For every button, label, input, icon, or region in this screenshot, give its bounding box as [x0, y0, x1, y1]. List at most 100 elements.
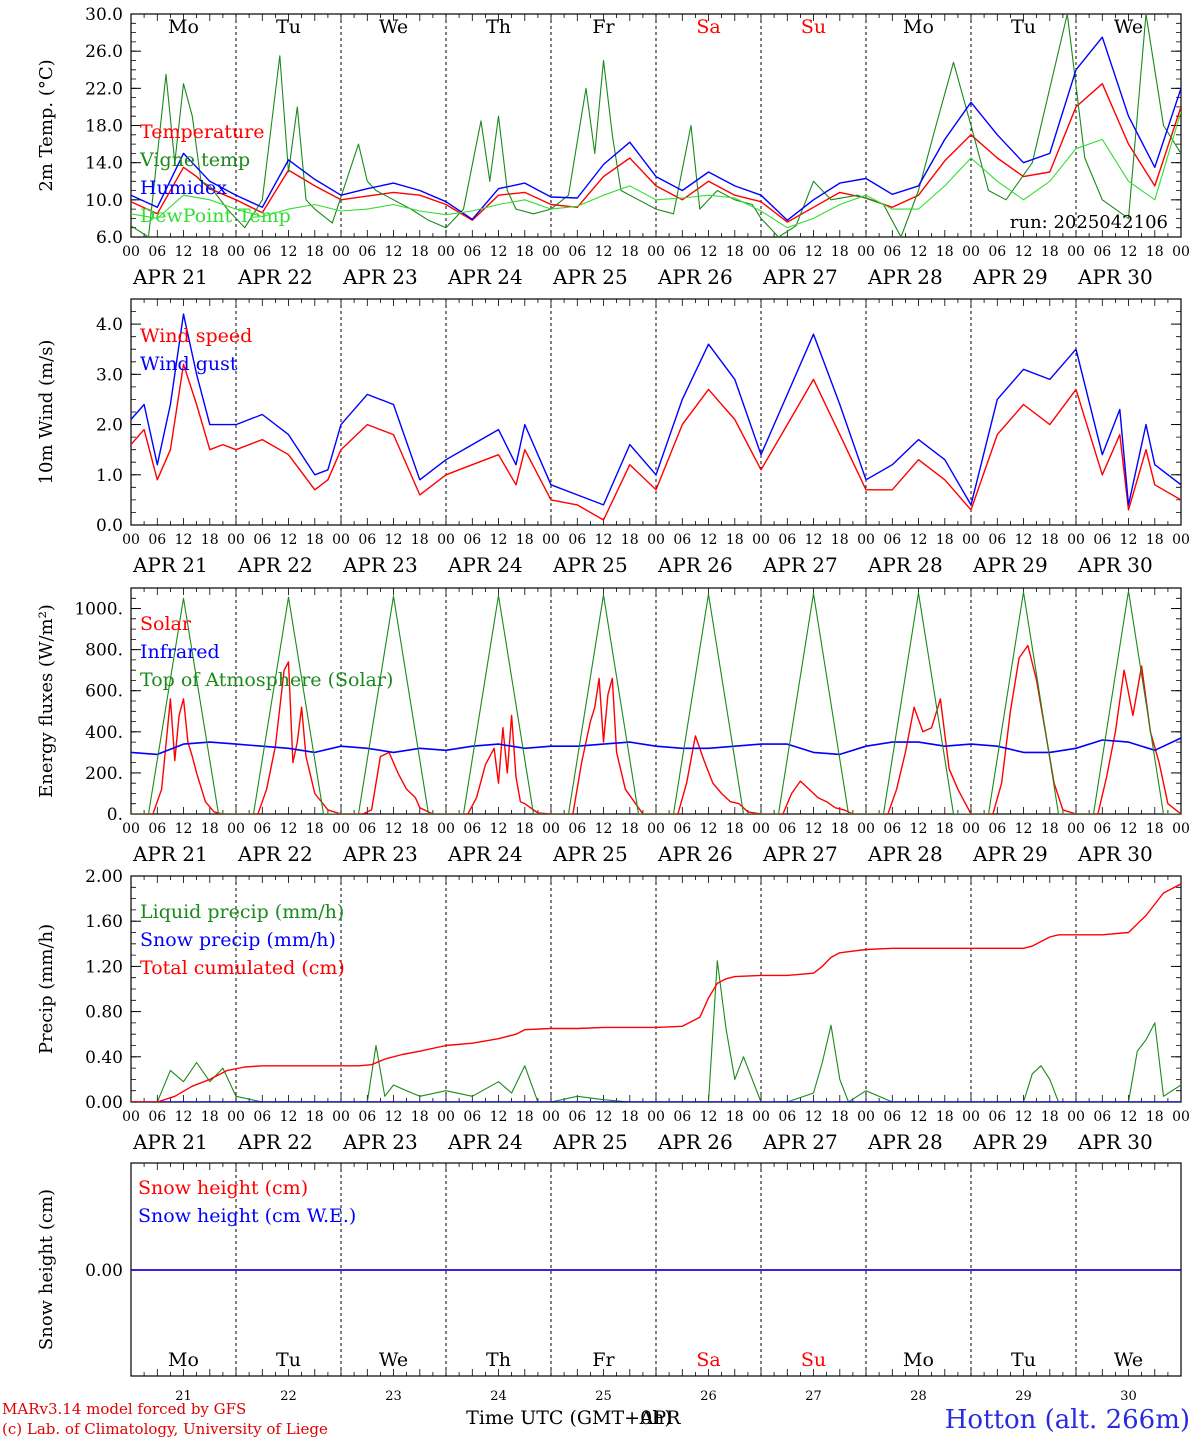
- date-label: APR 21: [132, 842, 208, 866]
- hour-tick-label: 06: [673, 1109, 691, 1125]
- plot-frame: [130, 13, 1182, 238]
- series-line: [131, 363, 1181, 521]
- hour-tick-label: 18: [831, 821, 849, 837]
- x-minor-ticks: [130, 14, 1182, 237]
- chart-panel-3: 0. 200. 400. 600. 800. 1000. Energy fluxes (W/…: [36, 587, 1190, 866]
- hour-tick-label: 00: [962, 244, 980, 260]
- hour-tick-label: 12: [910, 532, 928, 548]
- station-label: Hotton (alt. 266m): [945, 1405, 1190, 1435]
- hour-tick-label: 12: [1015, 821, 1033, 837]
- day-name: Su: [801, 1349, 826, 1371]
- date-label: APR 26: [657, 1130, 733, 1154]
- y-axis-label: 10m Wind (m/s): [36, 340, 57, 485]
- legend-entry: Wind gust: [140, 353, 238, 375]
- hour-tick-label: 18: [1146, 1109, 1164, 1125]
- hour-tick-label: 12: [805, 244, 823, 260]
- x-minor-ticks: [130, 1163, 1182, 1376]
- footer: Time UTC (GMT+0h) APR MARv3.14 model for…: [2, 1400, 1190, 1438]
- date-label: APR 25: [552, 553, 628, 577]
- hour-tick-label: 18: [831, 1109, 849, 1125]
- y-tick-label: 1.20: [85, 957, 123, 977]
- hour-tick-label: 06: [988, 244, 1006, 260]
- y-tick-label: 3.0: [96, 365, 123, 385]
- date-label: APR 23: [342, 553, 418, 577]
- date-label: APR 30: [1077, 842, 1153, 866]
- x-minor-ticks: [130, 299, 1182, 525]
- hour-tick-label: 06: [673, 821, 691, 837]
- date-label: APR 22: [237, 842, 313, 866]
- date-label: APR 28: [867, 265, 943, 289]
- day-number: 26: [700, 1389, 717, 1404]
- date-label: APR 29: [972, 265, 1048, 289]
- hour-tick-label: 06: [988, 1109, 1006, 1125]
- legend-entry: Top of Atmosphere (Solar): [140, 669, 393, 691]
- date-label: APR 22: [237, 265, 313, 289]
- series-line: [131, 960, 1181, 1102]
- hour-tick-label: 00: [437, 244, 455, 260]
- day-name: We: [1114, 1349, 1143, 1371]
- hour-tick-label: 18: [936, 532, 954, 548]
- date-label: APR 28: [867, 1130, 943, 1154]
- day-name: Tu: [1011, 1349, 1036, 1371]
- hour-tick-label: 06: [778, 1109, 796, 1125]
- lab-credit: (c) Lab. of Climatology, University of L…: [2, 1420, 328, 1438]
- hour-tick-label: 18: [1041, 1109, 1059, 1125]
- hour-tick-label: 18: [621, 244, 639, 260]
- hour-tick-label: 18: [201, 821, 219, 837]
- date-label: APR 30: [1077, 553, 1153, 577]
- hour-tick-label: 00: [1172, 1109, 1190, 1125]
- day-name: Tu: [276, 16, 301, 38]
- hour-tick-label: 06: [253, 532, 271, 548]
- hour-tick-label: 18: [1041, 532, 1059, 548]
- hour-tick-label: 00: [227, 1109, 245, 1125]
- hour-tick-label: 12: [385, 532, 403, 548]
- date-label: APR 29: [972, 553, 1048, 577]
- hour-tick-label: 12: [700, 244, 718, 260]
- hour-tick-label: 18: [621, 821, 639, 837]
- hour-tick-label: 00: [962, 1109, 980, 1125]
- series-line: [131, 313, 1181, 506]
- date-label: APR 24: [447, 265, 523, 289]
- hour-tick-label: 06: [253, 244, 271, 260]
- hour-tick-label: 06: [358, 244, 376, 260]
- hour-tick-label: 12: [490, 1109, 508, 1125]
- hour-tick-label: 00: [122, 1109, 140, 1125]
- day-name: Tu: [1011, 16, 1036, 38]
- legend-entry: Temperature: [140, 121, 264, 143]
- hour-tick-label: 12: [910, 244, 928, 260]
- day-name: We: [379, 1349, 408, 1371]
- hour-tick-label: 12: [805, 532, 823, 548]
- hour-tick-label: 18: [726, 821, 744, 837]
- y-tick-label: 6.0: [96, 228, 123, 248]
- series-line: [131, 36, 1181, 222]
- y-axis-label: Precip (mm/h): [36, 924, 57, 1054]
- hour-tick-label: 00: [542, 532, 560, 548]
- hour-tick-label: 06: [568, 532, 586, 548]
- date-label: APR 30: [1077, 1130, 1153, 1154]
- hour-tick-label: 00: [122, 244, 140, 260]
- hour-tick-label: 18: [1146, 244, 1164, 260]
- day-name: We: [1114, 16, 1143, 38]
- day-name: Th: [486, 1349, 511, 1371]
- hour-tick-label: 00: [752, 821, 770, 837]
- hour-tick-label: 18: [306, 244, 324, 260]
- hour-tick-label: 12: [595, 1109, 613, 1125]
- y-minor-ticks: [131, 298, 1181, 526]
- legend-entry: Liquid precip (mm/h): [140, 901, 344, 923]
- hour-tick-label: 12: [1120, 244, 1138, 260]
- hour-tick-label: 06: [253, 821, 271, 837]
- date-label: APR 23: [342, 1130, 418, 1154]
- x-minor-ticks: [130, 876, 1182, 1102]
- hour-tick-label: 18: [201, 244, 219, 260]
- hour-tick-label: 00: [647, 821, 665, 837]
- hour-tick-label: 12: [490, 532, 508, 548]
- hour-tick-label: 00: [437, 821, 455, 837]
- date-label: APR 29: [972, 1130, 1048, 1154]
- day-name: Mo: [168, 1349, 199, 1371]
- date-label: APR 28: [867, 553, 943, 577]
- x-axis-title-overlap: APR: [639, 1407, 682, 1429]
- legend-entry: Snow height (cm): [138, 1177, 308, 1199]
- hour-tick-label: 12: [1120, 532, 1138, 548]
- date-label: APR 22: [237, 553, 313, 577]
- hour-tick-label: 18: [726, 1109, 744, 1125]
